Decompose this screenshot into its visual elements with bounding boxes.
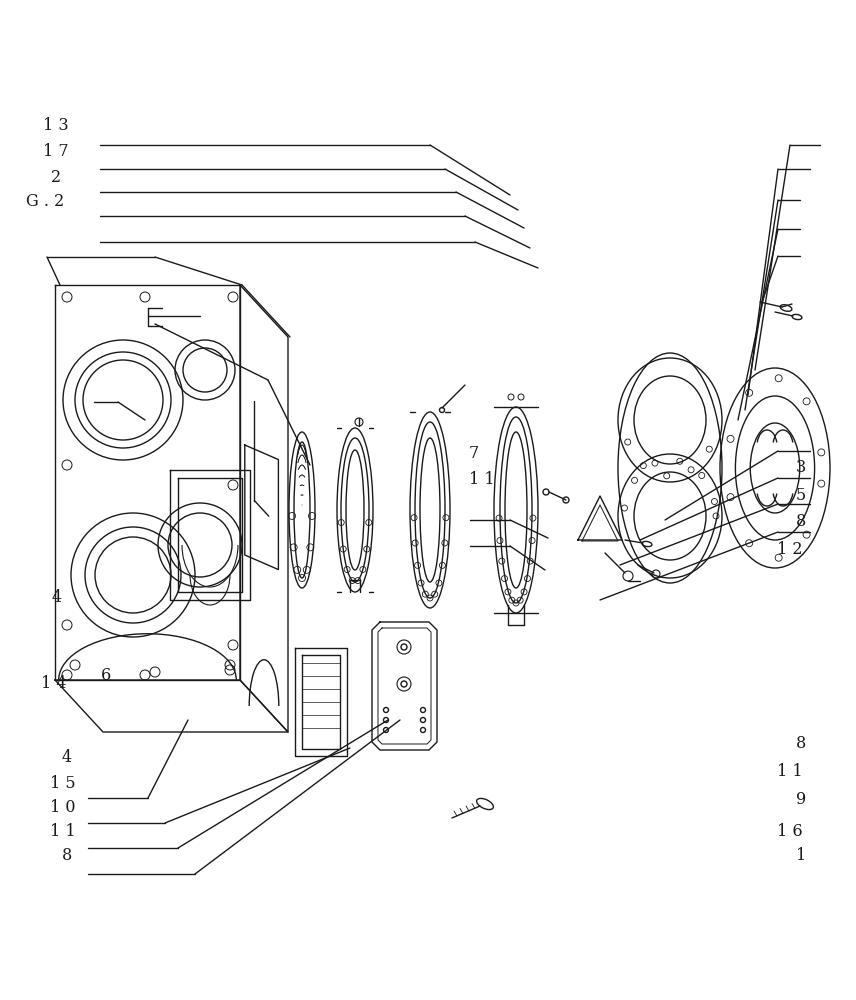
Text: 1 1: 1 1 (50, 822, 75, 839)
Circle shape (420, 708, 425, 712)
Circle shape (420, 718, 425, 722)
Circle shape (383, 718, 389, 722)
Text: 1 7: 1 7 (43, 143, 68, 160)
Circle shape (383, 708, 389, 712)
Text: 2: 2 (51, 168, 62, 186)
Circle shape (420, 728, 425, 732)
Text: 1 4: 1 4 (41, 676, 67, 693)
Circle shape (563, 497, 569, 503)
Text: 8: 8 (62, 846, 72, 863)
Text: 8: 8 (796, 514, 806, 530)
Text: 6: 6 (101, 668, 111, 685)
Text: 8: 8 (796, 736, 806, 752)
Text: 4: 4 (62, 750, 72, 766)
Text: 3: 3 (796, 460, 806, 477)
Text: 1: 1 (796, 846, 806, 863)
Text: 1 1: 1 1 (777, 762, 803, 780)
Circle shape (401, 644, 407, 650)
Circle shape (401, 681, 407, 687)
Text: 4: 4 (51, 589, 62, 606)
Circle shape (439, 408, 444, 412)
Text: 5: 5 (796, 488, 806, 504)
Text: 7: 7 (469, 446, 479, 462)
Text: 1 6: 1 6 (777, 822, 803, 839)
Circle shape (383, 728, 389, 732)
Text: 9: 9 (796, 792, 806, 808)
Circle shape (543, 489, 549, 495)
Text: 1 0: 1 0 (50, 800, 75, 816)
Text: 1 3: 1 3 (43, 117, 68, 134)
Text: 1 2: 1 2 (777, 540, 803, 558)
Text: 1 5: 1 5 (50, 776, 75, 792)
Text: 1 1: 1 1 (469, 472, 495, 488)
Text: G . 2: G . 2 (26, 194, 64, 211)
